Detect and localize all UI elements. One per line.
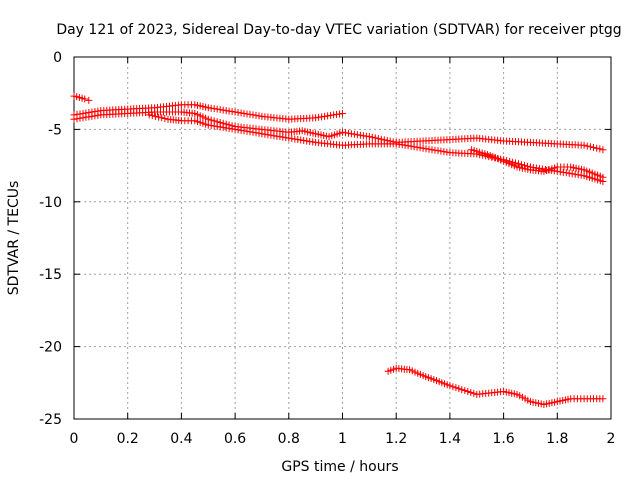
data-point xyxy=(488,153,496,161)
data-point xyxy=(590,144,597,151)
x-tick-label: 1.6 xyxy=(492,431,514,447)
axis-ticks: 0 0.2 0.4 0.6 0.8 1 1.2 1.4 1.6 1.8 2 0 -5 -10 -15 -20 -… xyxy=(39,50,615,447)
data-point xyxy=(596,145,604,153)
y-tick-label: -15 xyxy=(39,267,62,283)
y-tick-label: -5 xyxy=(48,122,62,138)
y-tick-label: 0 xyxy=(53,50,62,66)
data-series xyxy=(70,92,607,408)
x-tick-label: 1.4 xyxy=(439,431,461,447)
data-point xyxy=(158,114,166,122)
x-tick-label: 0.8 xyxy=(278,431,300,447)
y-tick-label: -10 xyxy=(39,195,62,211)
data-point xyxy=(512,159,519,167)
x-tick-label: 0 xyxy=(70,431,79,447)
data-point xyxy=(599,146,607,154)
data-point xyxy=(586,143,594,151)
data-point xyxy=(449,383,457,391)
data-point xyxy=(464,388,472,395)
data-point xyxy=(455,385,463,393)
x-tick-label: 2 xyxy=(607,431,616,447)
x-tick-label: 1.8 xyxy=(546,431,568,447)
data-point xyxy=(446,382,454,390)
data-point xyxy=(161,115,169,122)
x-tick-label: 0.6 xyxy=(224,431,246,447)
data-point xyxy=(339,110,346,117)
data-point xyxy=(599,395,607,403)
series-sat-e xyxy=(467,146,607,181)
data-point xyxy=(452,384,460,392)
data-point xyxy=(467,389,475,396)
data-point xyxy=(580,141,588,149)
x-axis-label: GPS time / hours xyxy=(281,459,398,475)
data-point xyxy=(515,160,522,168)
data-point xyxy=(368,133,376,141)
data-point xyxy=(593,144,601,152)
y-tick-label: -20 xyxy=(39,340,62,356)
y-tick-label: -25 xyxy=(39,412,62,428)
series-sat-a xyxy=(70,92,93,104)
data-point xyxy=(518,161,525,169)
series-sat-d xyxy=(145,111,607,185)
data-point xyxy=(371,134,379,142)
data-point xyxy=(148,112,156,120)
series-sat-f xyxy=(384,364,607,408)
data-point xyxy=(81,95,89,103)
y-axis-label: SDTVAR / TECUs xyxy=(6,181,22,296)
data-point xyxy=(145,111,153,119)
data-point xyxy=(151,112,159,120)
data-point xyxy=(470,389,478,397)
x-tick-label: 1.2 xyxy=(385,431,407,447)
chart-title: Day 121 of 2023, Sidereal Day-to-day VTE… xyxy=(56,22,621,38)
data-point xyxy=(461,387,469,394)
data-point xyxy=(583,142,591,150)
data-point xyxy=(155,113,163,121)
data-point xyxy=(365,133,373,141)
x-tick-label: 0.2 xyxy=(117,431,139,447)
data-point xyxy=(599,173,607,181)
x-tick-label: 1 xyxy=(338,431,347,447)
data-point xyxy=(458,386,466,394)
x-tick-label: 0.4 xyxy=(170,431,192,447)
data-point xyxy=(85,96,93,104)
